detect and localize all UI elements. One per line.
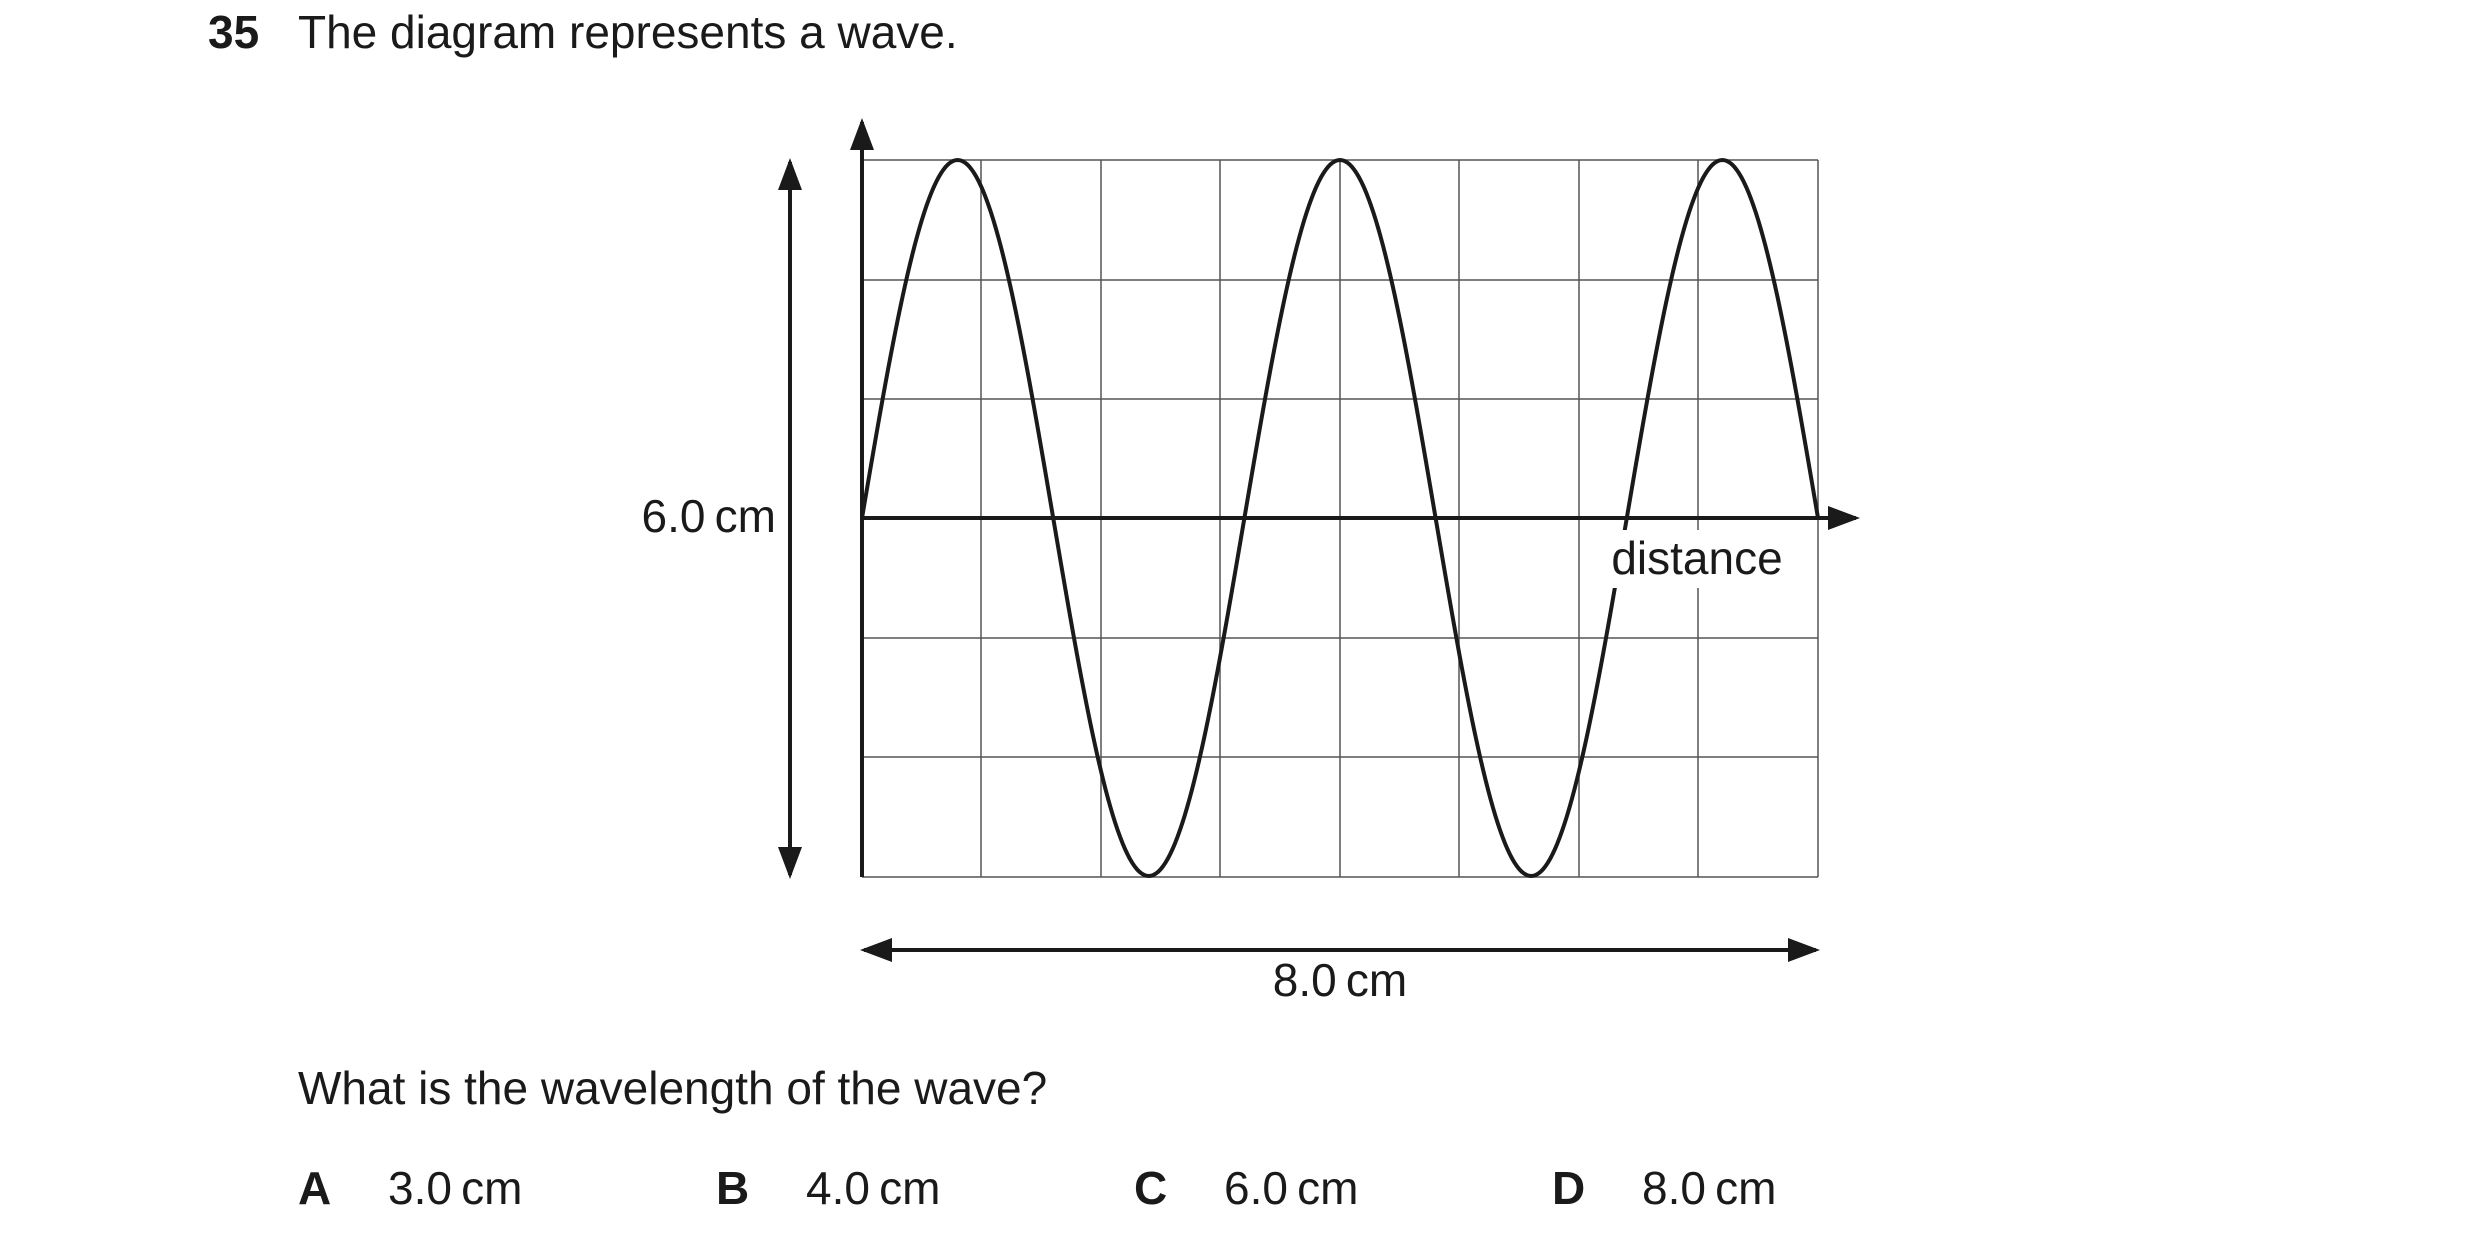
question-prompt: What is the wavelength of the wave? — [298, 1062, 1048, 1114]
height-dimension-label: 6.0 cm — [642, 490, 776, 542]
width-dimension-label: 8.0 cm — [1273, 954, 1407, 1006]
option-a-text[interactable]: 3.0 cm — [388, 1162, 523, 1214]
question-number: 35 — [208, 6, 260, 58]
wave-curve — [860, 157, 1820, 879]
option-b-text[interactable]: 4.0 cm — [806, 1162, 941, 1214]
option-c-text[interactable]: 6.0 cm — [1224, 1162, 1359, 1214]
distance-label-background — [1604, 530, 1790, 588]
option-c-letter[interactable]: C — [1134, 1162, 1168, 1214]
distance-axis-label: distance — [1611, 532, 1782, 584]
question-stem: The diagram represents a wave. — [298, 6, 958, 58]
option-a-letter[interactable]: A — [298, 1162, 332, 1214]
option-d-text[interactable]: 8.0 cm — [1642, 1162, 1777, 1214]
option-b-letter[interactable]: B — [716, 1162, 750, 1214]
option-d-letter[interactable]: D — [1552, 1162, 1586, 1214]
